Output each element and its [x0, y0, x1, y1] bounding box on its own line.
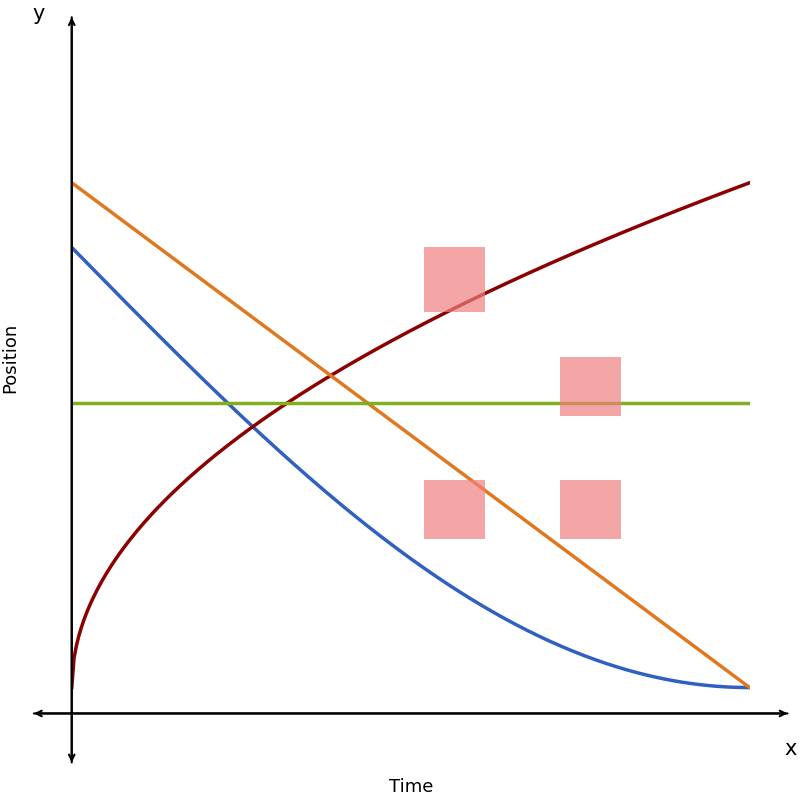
- FancyBboxPatch shape: [424, 481, 486, 538]
- Text: Position: Position: [2, 322, 20, 393]
- Text: y: y: [32, 5, 45, 25]
- FancyBboxPatch shape: [560, 481, 621, 538]
- FancyBboxPatch shape: [424, 247, 486, 312]
- Text: x: x: [784, 739, 797, 759]
- FancyBboxPatch shape: [560, 358, 621, 416]
- Text: Time: Time: [389, 778, 433, 796]
